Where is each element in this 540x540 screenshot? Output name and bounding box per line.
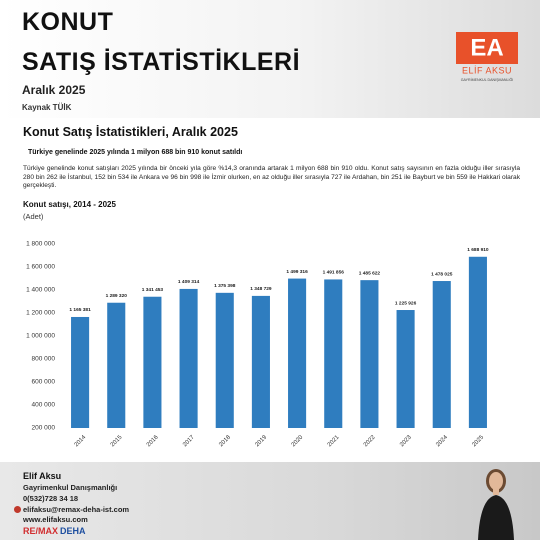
x-tick-label: 2018	[218, 434, 232, 448]
footer-bg	[0, 462, 540, 540]
y-tick-label: 1 000 000	[26, 333, 55, 340]
footer-role: Gayrimenkul Danışmanlığı	[23, 483, 118, 492]
logo-box	[456, 32, 518, 64]
date: Aralık 2025	[22, 83, 86, 97]
bar	[179, 288, 198, 428]
x-tick-label: 2014	[74, 434, 88, 448]
value-label: 1 499 316	[286, 269, 308, 275]
bar	[360, 280, 379, 428]
title: KONUT	[22, 8, 114, 36]
value-label: 1 491 856	[323, 270, 345, 276]
header-bg	[0, 0, 540, 118]
bar	[324, 279, 343, 428]
value-label: 1 289 320	[106, 293, 128, 299]
footer-email: elifaksu@remax-deha-ist.com	[23, 505, 130, 514]
agent-photo	[478, 469, 514, 540]
email-icon	[14, 506, 21, 513]
chart-title: Konut satışı, 2014 - 2025	[23, 200, 116, 209]
chart: 200 000 400 000 600 000 800 000 1 000 000 1 2…	[26, 241, 489, 449]
office: DEHA	[60, 526, 86, 536]
x-tick-label: 2016	[146, 434, 160, 448]
bar	[468, 256, 487, 428]
bar	[215, 292, 234, 428]
value-label: 1 409 314	[178, 279, 200, 285]
x-tick-label: 2024	[435, 434, 449, 448]
paragraph: Türkiye genelinde konut satışları 2025 y…	[23, 165, 520, 190]
y-tick-label: 1 400 000	[26, 287, 55, 294]
x-tick-label: 2019	[254, 434, 268, 448]
y-tick-label: 600 000	[32, 379, 56, 386]
y-tick-label: 1 800 000	[26, 241, 55, 248]
bar	[251, 295, 270, 428]
value-label: 1 348 729	[250, 286, 272, 292]
x-tick-label: 2021	[327, 434, 341, 448]
bar	[71, 316, 90, 428]
x-tick-label: 2023	[399, 434, 413, 448]
bar	[288, 278, 307, 428]
brand: RE/MAX	[23, 526, 59, 536]
y-tick-label: 800 000	[32, 356, 56, 363]
card-title: Konut Satış İstatistikleri, Aralık 2025	[23, 125, 238, 139]
footer-name: Elif Aksu	[23, 471, 62, 481]
chart-subtitle: (Adet)	[23, 212, 44, 221]
x-tick-label: 2022	[363, 434, 377, 448]
x-tick-label: 2025	[471, 434, 485, 448]
footer-phone: 0(532)728 34 18	[23, 494, 79, 503]
y-tick-label: 1 600 000	[26, 264, 55, 271]
footer-web: www.elifaksu.com	[23, 515, 88, 524]
logo-initials: EA	[470, 34, 503, 61]
card-subtitle: Türkiye genelinde 2025 yılında 1 milyon …	[28, 149, 243, 156]
bar	[432, 281, 451, 428]
bar	[396, 310, 415, 428]
y-tick-label: 400 000	[32, 402, 56, 409]
bar	[143, 296, 162, 428]
value-label: 1 485 622	[359, 270, 381, 276]
logo-tagline: GAYRİMENKUL DANIŞMANLIĞI	[461, 77, 514, 82]
bar	[107, 302, 126, 428]
value-label: 1 225 926	[395, 300, 417, 306]
source: Kaynak TÜİK	[22, 103, 72, 112]
value-label: 1 688 910	[467, 247, 489, 253]
x-tick-label: 2015	[110, 434, 124, 448]
logo: EA ELİF AKSU GAYRİMENKUL DANIŞMANLIĞI	[456, 32, 518, 82]
value-label: 1 478 025	[431, 271, 453, 277]
x-tick-label: 2020	[291, 434, 305, 448]
y-tick-label: 1 200 000	[26, 310, 55, 317]
value-label: 1 375 398	[214, 283, 236, 289]
value-label: 1 165 381	[69, 307, 91, 313]
title: SATIŞ İSTATİSTİKLERİ	[22, 48, 301, 76]
y-tick-label: 200 000	[32, 425, 56, 432]
logo-name: ELİF AKSU	[462, 65, 512, 75]
value-label: 1 341 453	[142, 287, 164, 293]
x-tick-label: 2017	[182, 434, 196, 448]
